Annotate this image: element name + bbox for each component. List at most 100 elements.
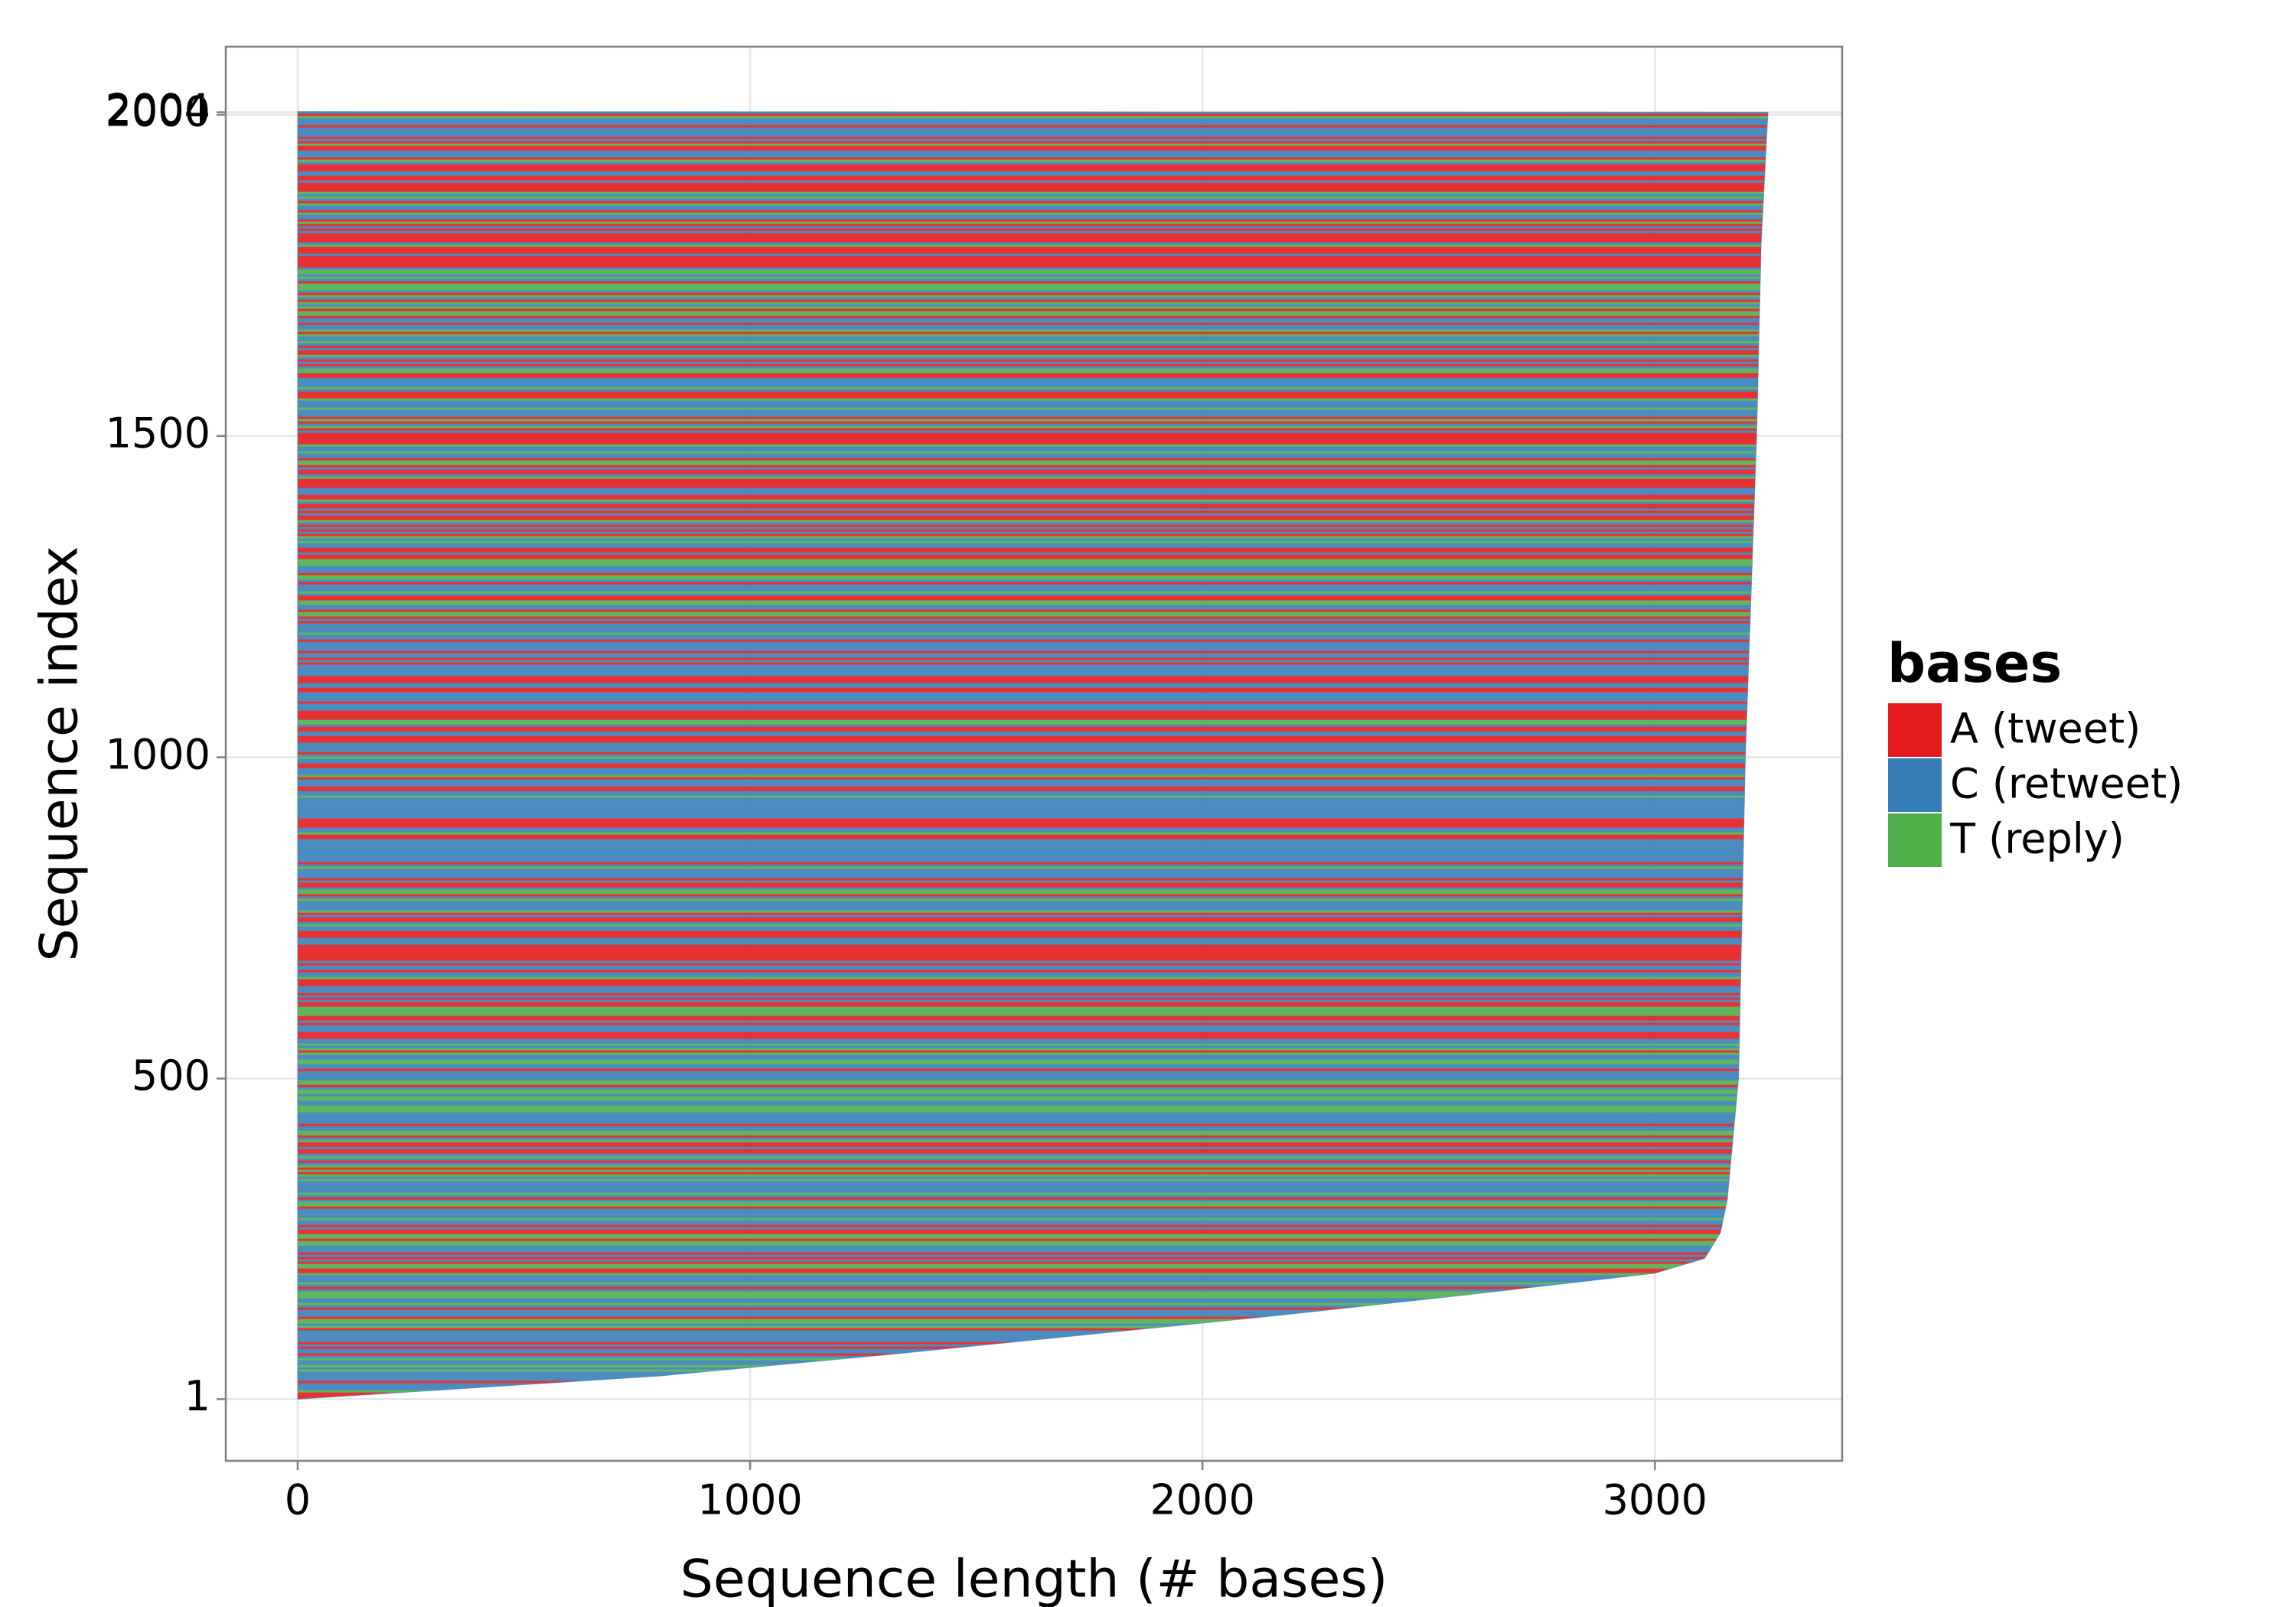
texture-stripe [297, 563, 1769, 566]
texture-stripe [297, 671, 1769, 674]
texture-stripe [297, 467, 1769, 470]
texture-stripe [297, 116, 1769, 119]
texture-stripe [297, 864, 1769, 867]
texture-stripe [297, 1169, 1769, 1172]
texture-stripe [297, 919, 1769, 922]
texture-stripe [297, 735, 1769, 738]
texture-stripe [297, 398, 1769, 401]
texture-stripe [297, 1084, 1769, 1087]
texture-stripe [297, 258, 1769, 261]
texture-stripe [297, 359, 1769, 362]
texture-stripe [297, 448, 1769, 451]
texture-stripe [297, 412, 1769, 415]
texture-stripe [297, 885, 1769, 888]
texture-stripe [297, 1328, 1769, 1331]
texture-stripe [297, 738, 1769, 741]
texture-stripe [297, 437, 1769, 440]
texture-stripe [297, 386, 1769, 390]
texture-stripe [297, 807, 1769, 810]
texture-stripe [297, 1268, 1769, 1271]
texture-stripe [297, 710, 1769, 713]
texture-stripe [297, 198, 1769, 201]
texture-stripe [297, 1054, 1769, 1058]
texture-stripe [297, 676, 1769, 679]
texture-stripe [297, 857, 1769, 860]
texture-stripe [297, 164, 1769, 167]
texture-stripe [297, 836, 1769, 839]
texture-stripe [297, 1142, 1769, 1145]
texture-stripe [297, 492, 1769, 495]
texture-stripe [297, 937, 1769, 940]
texture-stripe [297, 260, 1769, 263]
texture-stripe [297, 627, 1769, 631]
texture-stripe [297, 173, 1769, 176]
texture-stripe [297, 779, 1769, 782]
texture-stripe [297, 607, 1769, 610]
texture-stripe [297, 1135, 1769, 1138]
texture-stripe [297, 582, 1769, 585]
texture-stripe [297, 1087, 1769, 1090]
texture-stripe [297, 1183, 1769, 1186]
texture-stripe [297, 850, 1769, 853]
texture-stripe [297, 315, 1769, 318]
texture-stripe [297, 935, 1769, 938]
texture-stripe [297, 848, 1769, 851]
texture-stripe [297, 575, 1769, 578]
texture-stripe [297, 460, 1769, 463]
texture-stripe [297, 478, 1769, 481]
texture-stripe [297, 1211, 1769, 1214]
texture-stripe [297, 311, 1769, 314]
texture-stripe [297, 281, 1769, 284]
texture-stripe [297, 354, 1769, 357]
texture-stripe [297, 1116, 1769, 1120]
texture-stripe [297, 228, 1769, 231]
texture-stripe [297, 917, 1769, 920]
texture-stripe [297, 556, 1769, 559]
texture-stripe [297, 1282, 1769, 1285]
texture-stripe [297, 1174, 1769, 1177]
texture-stripe [297, 244, 1769, 247]
texture-stripe [297, 1270, 1769, 1273]
texture-stripe [297, 1298, 1769, 1301]
texture-stripe [297, 751, 1769, 755]
texture-stripe [297, 568, 1769, 571]
texture-stripe [297, 820, 1769, 823]
texture-stripe [297, 910, 1769, 913]
texture-stripe [297, 421, 1769, 424]
texture-stripe [297, 262, 1769, 266]
texture-stripe [297, 304, 1769, 307]
texture-stripe [297, 403, 1769, 406]
texture-stripe [297, 122, 1769, 125]
texture-stripe [297, 1038, 1769, 1041]
texture-stripe [297, 129, 1769, 132]
texture-stripe [297, 139, 1769, 142]
y-axis-title: Sequence index [30, 546, 90, 961]
texture-stripe [297, 577, 1769, 580]
texture-stripe [297, 368, 1769, 371]
texture-stripe [297, 393, 1769, 396]
texture-stripe [297, 143, 1769, 146]
texture-stripe [297, 407, 1769, 410]
texture-stripe [297, 963, 1769, 966]
texture-stripe [297, 1309, 1769, 1312]
texture-stripe [297, 1139, 1769, 1143]
texture-stripe [297, 696, 1769, 699]
texture-stripe [297, 708, 1769, 711]
texture-stripe [297, 970, 1769, 973]
texture-stripe [297, 834, 1769, 837]
y-tick-label: 1 [184, 1372, 210, 1420]
texture-stripe [297, 611, 1769, 614]
texture-stripe [297, 1332, 1769, 1335]
texture-stripe [297, 1073, 1769, 1076]
texture-stripe [297, 786, 1769, 789]
texture-stripe [297, 1302, 1769, 1305]
texture-stripe [297, 593, 1769, 596]
texture-stripe [297, 990, 1769, 993]
texture-stripe [297, 435, 1769, 438]
texture-stripe [297, 529, 1769, 532]
texture-stripe [297, 639, 1769, 642]
texture-stripe [297, 559, 1769, 562]
texture-stripe [297, 499, 1769, 502]
texture-stripe [297, 370, 1769, 373]
